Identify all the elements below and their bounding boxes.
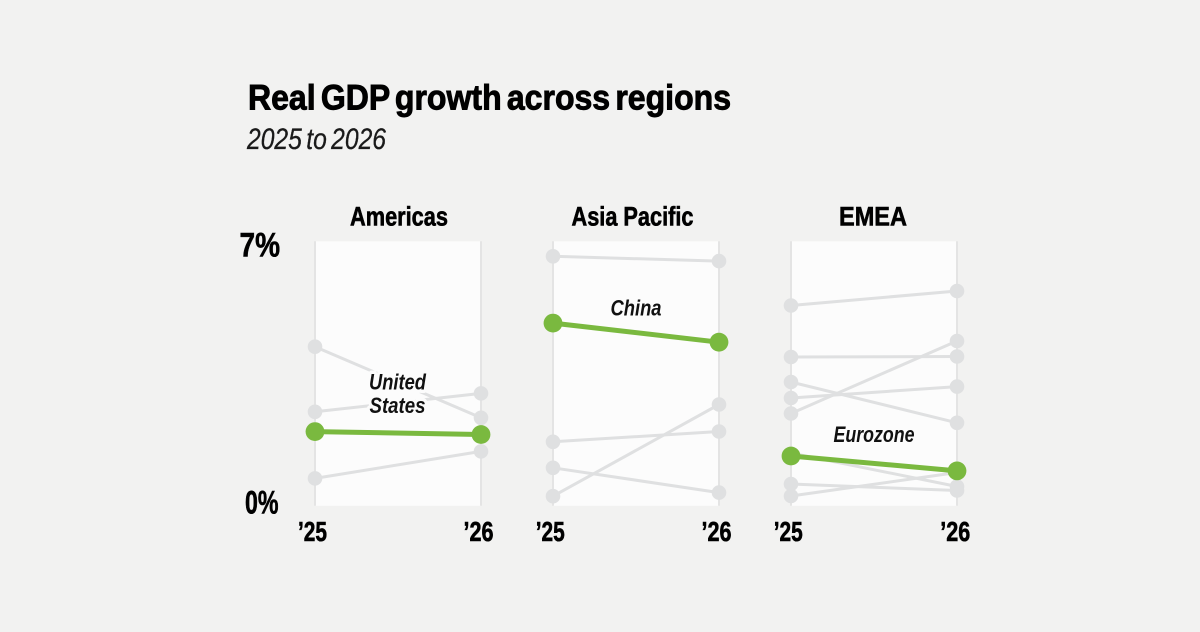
svg-text:’25: ’25 bbox=[774, 516, 803, 547]
svg-text:Asia Pacific: Asia Pacific bbox=[572, 202, 694, 232]
svg-text:’25: ’25 bbox=[298, 516, 327, 547]
svg-text:’26: ’26 bbox=[940, 516, 970, 547]
svg-text:EMEA: EMEA bbox=[839, 202, 907, 232]
svg-text:2025 to 2026: 2025 to 2026 bbox=[246, 123, 386, 156]
svg-text:0%: 0% bbox=[245, 485, 279, 521]
svg-text:China: China bbox=[611, 296, 662, 321]
svg-text:7%: 7% bbox=[240, 227, 281, 265]
svg-text:Eurozone: Eurozone bbox=[834, 422, 915, 447]
svg-text:Real GDP growth across regions: Real GDP growth across regions bbox=[248, 79, 731, 118]
svg-text:United: United bbox=[369, 370, 426, 395]
svg-text:States: States bbox=[370, 393, 426, 418]
svg-text:’25: ’25 bbox=[536, 516, 565, 547]
svg-text:’26: ’26 bbox=[702, 516, 732, 547]
svg-text:Americas: Americas bbox=[350, 202, 448, 232]
svg-text:’26: ’26 bbox=[464, 516, 494, 547]
